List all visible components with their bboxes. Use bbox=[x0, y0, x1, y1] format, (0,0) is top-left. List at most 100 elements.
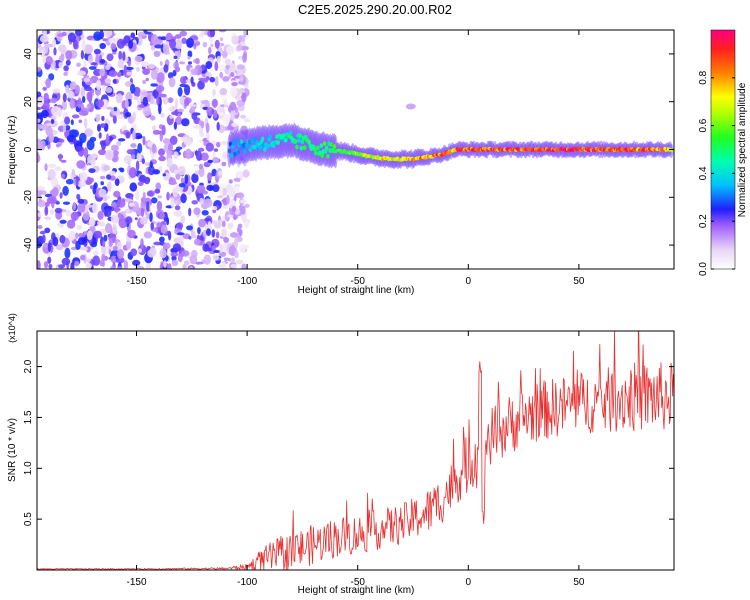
noise-blob bbox=[235, 185, 240, 193]
noise-blob bbox=[198, 218, 206, 228]
noise-blob bbox=[125, 66, 134, 71]
colorbar-gradient bbox=[711, 30, 735, 269]
noise-blob bbox=[112, 115, 117, 124]
noise-blob bbox=[97, 124, 101, 132]
noise-blob bbox=[100, 246, 110, 255]
colorbar-label: Normalized spectral amplitude bbox=[737, 82, 748, 217]
noise-blob bbox=[152, 129, 161, 135]
noise-blob bbox=[212, 89, 216, 97]
noise-blob bbox=[52, 186, 59, 197]
y-tick-label: 1.0 bbox=[23, 461, 34, 475]
noise-blob bbox=[163, 64, 169, 73]
noise-blob bbox=[104, 64, 111, 71]
noise-blob bbox=[37, 106, 42, 111]
noise-blob bbox=[231, 122, 239, 128]
noise-blob bbox=[129, 182, 138, 192]
noise-blob bbox=[154, 39, 163, 45]
ridge-point bbox=[236, 149, 241, 155]
noise-blob bbox=[200, 100, 209, 104]
noise-blob bbox=[137, 181, 144, 186]
noise-blob bbox=[173, 121, 177, 130]
noise-blob bbox=[180, 177, 185, 185]
noise-blob bbox=[231, 205, 237, 213]
noise-blob bbox=[92, 202, 98, 214]
noise-blob bbox=[142, 68, 151, 75]
noise-blob bbox=[101, 253, 105, 263]
noise-blob bbox=[77, 203, 86, 213]
noise-blob bbox=[104, 78, 112, 84]
noise-blob bbox=[228, 179, 233, 184]
noise-blob bbox=[218, 170, 223, 176]
noise-blob bbox=[150, 222, 154, 230]
ridge-point bbox=[253, 136, 257, 142]
noise-blob bbox=[219, 71, 224, 79]
noise-blob bbox=[77, 180, 86, 188]
noise-blob bbox=[64, 116, 71, 125]
noise-blob bbox=[142, 135, 146, 146]
ridge-point bbox=[263, 147, 267, 152]
noise-blob bbox=[217, 219, 223, 223]
snr-plot-area bbox=[37, 331, 674, 570]
noise-blob bbox=[211, 220, 219, 226]
noise-blob bbox=[163, 242, 171, 250]
noise-blob bbox=[48, 263, 53, 269]
noise-blob bbox=[221, 98, 227, 103]
colorbar-tick-label: 0.4 bbox=[698, 166, 709, 180]
noise-blob bbox=[125, 216, 133, 224]
noise-blob bbox=[80, 86, 86, 98]
noise-blob bbox=[61, 173, 66, 179]
noise-blob bbox=[58, 153, 62, 162]
noise-blob bbox=[230, 62, 237, 73]
noise-blob bbox=[151, 197, 158, 204]
noise-blob bbox=[147, 93, 152, 103]
noise-blob bbox=[90, 241, 98, 248]
noise-blob bbox=[44, 201, 50, 207]
noise-blob bbox=[170, 197, 175, 209]
noise-blob bbox=[77, 198, 85, 204]
noise-blob bbox=[38, 46, 47, 56]
noise-blob bbox=[195, 57, 200, 65]
noise-blob bbox=[134, 217, 138, 221]
ridge-point bbox=[234, 138, 238, 144]
noise-blob bbox=[59, 234, 66, 244]
noise-blob bbox=[44, 216, 52, 220]
noise-blob bbox=[128, 202, 135, 207]
noise-blob bbox=[221, 161, 227, 167]
noise-blob bbox=[212, 254, 219, 261]
noise-blob bbox=[65, 209, 72, 217]
noise-blob bbox=[178, 183, 186, 188]
noise-blob bbox=[101, 115, 105, 122]
noise-blob bbox=[200, 120, 205, 129]
noise-blob bbox=[58, 264, 66, 269]
noise-blob bbox=[191, 112, 198, 120]
noise-blob bbox=[61, 257, 71, 266]
noise-blob bbox=[155, 182, 161, 191]
noise-blob bbox=[44, 227, 51, 234]
noise-blob bbox=[154, 44, 164, 49]
noise-blob bbox=[169, 38, 177, 49]
noise-blob bbox=[97, 221, 101, 226]
noise-blob bbox=[37, 199, 46, 208]
noise-blob bbox=[135, 160, 140, 171]
noise-blob bbox=[235, 259, 244, 265]
noise-blob bbox=[96, 99, 105, 108]
noise-blob bbox=[160, 36, 167, 41]
noise-blob bbox=[45, 126, 53, 137]
noise-blob bbox=[42, 102, 50, 110]
noise-blob bbox=[116, 141, 122, 146]
noise-blob bbox=[222, 76, 230, 82]
x-tick-label: -150 bbox=[127, 276, 147, 287]
noise-blob bbox=[207, 159, 214, 163]
noise-blob bbox=[70, 211, 79, 221]
noise-blob bbox=[213, 250, 221, 253]
noise-blob bbox=[205, 142, 214, 152]
noise-blob bbox=[209, 186, 214, 191]
noise-blob bbox=[67, 32, 76, 43]
noise-blob bbox=[173, 151, 179, 159]
x-tick-label: 0 bbox=[466, 577, 472, 588]
noise-blob bbox=[107, 181, 112, 192]
noise-blob bbox=[167, 157, 173, 167]
noise-blob bbox=[231, 35, 239, 45]
noise-blob bbox=[123, 155, 132, 164]
noise-blob bbox=[116, 241, 122, 250]
